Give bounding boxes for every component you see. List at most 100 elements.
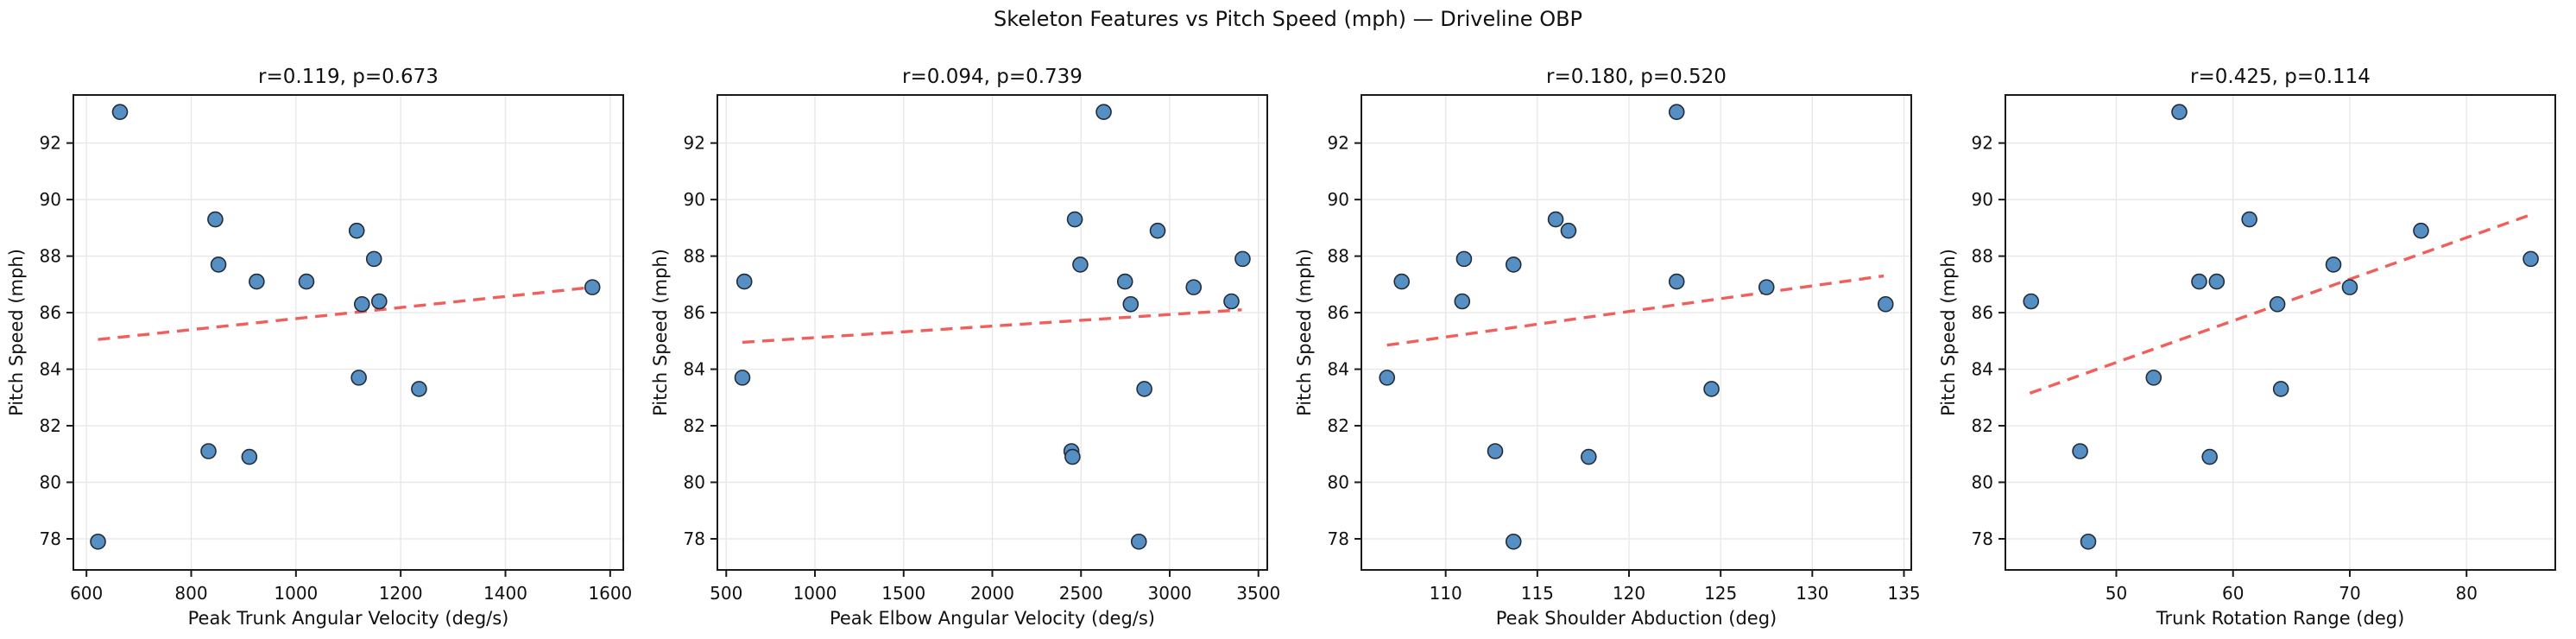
x-tick-label: 135 <box>1887 583 1920 604</box>
scatter-point <box>2072 443 2088 459</box>
scatter-point <box>1072 256 1089 273</box>
y-tick-label: 80 <box>684 472 705 493</box>
y-tick-label: 90 <box>1972 189 1993 210</box>
x-tick-label: 1000 <box>274 583 318 604</box>
subplot-1: 600 800 1000 1200 1400 1600 78 80 82 84 86 88 90 92 r=… <box>0 0 644 639</box>
scatter-point <box>353 295 370 313</box>
y-tick-label: 88 <box>40 246 61 267</box>
scatter-point <box>200 443 217 459</box>
x-tick-label: 120 <box>1613 583 1645 604</box>
trend-line <box>1386 274 1885 347</box>
scatter-point <box>1454 293 1471 310</box>
scatter-point <box>241 448 258 465</box>
y-tick-label: 86 <box>40 302 61 323</box>
y-tick-label: 92 <box>684 133 705 154</box>
x-tick-label: 1400 <box>483 583 527 604</box>
scatter-point <box>1668 104 1685 120</box>
subplot-2: 500 1000 1500 2000 2500 3000 3500 78 80 82 84 86 88 9… <box>644 0 1288 639</box>
scatter-point <box>1393 273 1411 290</box>
scatter-point <box>1877 295 1894 313</box>
scatter-point <box>1379 370 1396 386</box>
scatter-point <box>1547 211 1564 228</box>
x-tick-label: 115 <box>1521 583 1554 604</box>
x-tick-label: 1200 <box>379 583 423 604</box>
scatter-point <box>1580 448 1597 465</box>
scatter-point <box>365 250 382 268</box>
scatter-plot-trunk-angular-velocity: 600 800 1000 1200 1400 1600 78 80 82 84 86 88 90 92 r=… <box>6 66 632 629</box>
y-tick-label: 88 <box>684 246 705 267</box>
x-axis-label: Trunk Rotation Range (deg) <box>2156 608 2405 629</box>
y-tick-label: 86 <box>1972 302 1993 323</box>
scatter-point <box>350 370 367 386</box>
x-tick-label: 600 <box>70 583 103 604</box>
scatter-point <box>2269 295 2286 313</box>
y-tick-label: 82 <box>1328 415 1349 436</box>
y-tick-label: 78 <box>684 528 705 549</box>
subplot-title: r=0.119, p=0.673 <box>258 66 439 88</box>
scatter-point <box>348 222 365 239</box>
scatter-point <box>1668 273 1685 290</box>
scatter-point <box>2201 448 2218 465</box>
scatter-point <box>2241 211 2257 228</box>
x-tick-label: 1500 <box>881 583 925 604</box>
scatter-plot-shoulder-abduction: 110 115 120 125 130 135 78 80 82 84 86 88 90 92 r=0.18… <box>1294 66 1921 629</box>
y-tick-label: 88 <box>1972 246 1993 267</box>
x-tick-label: 110 <box>1430 583 1462 604</box>
y-tick-label: 88 <box>1328 246 1349 267</box>
scatter-point <box>1136 381 1152 397</box>
y-axis-label: Pitch Speed (mph) <box>650 249 671 416</box>
plot-border <box>73 94 624 571</box>
scatter-point <box>207 211 224 228</box>
scatter-point <box>1505 533 1522 550</box>
scatter-point <box>1758 279 1775 295</box>
x-tick-label: 500 <box>710 583 742 604</box>
scatter-point <box>2272 381 2289 397</box>
x-axis-label: Peak Elbow Angular Velocity (deg/s) <box>830 608 1155 629</box>
scatter-point <box>736 273 753 290</box>
x-tick-label: 3000 <box>1148 583 1192 604</box>
scatter-point <box>2171 104 2188 120</box>
y-tick-label: 84 <box>1972 359 1993 380</box>
scatter-point <box>584 279 601 295</box>
trend-line <box>742 308 1242 345</box>
x-tick-label: 800 <box>174 583 207 604</box>
subplot-title: r=0.180, p=0.520 <box>1546 66 1727 88</box>
scatter-point <box>1116 273 1133 290</box>
y-tick-label: 82 <box>684 415 705 436</box>
scatter-point <box>249 273 265 290</box>
y-tick-label: 82 <box>1972 415 1993 436</box>
y-tick-label: 86 <box>1328 302 1349 323</box>
scatter-point <box>2341 279 2358 295</box>
x-tick-label: 2000 <box>970 583 1014 604</box>
scatter-point <box>734 370 751 386</box>
x-tick-label: 2500 <box>1059 583 1103 604</box>
y-axis-label: Pitch Speed (mph) <box>1938 249 1959 416</box>
y-tick-label: 82 <box>40 415 61 436</box>
scatter-point <box>1149 222 1166 239</box>
subplot-3: 110 115 120 125 130 135 78 80 82 84 86 88 90 92 r=0.18… <box>1288 0 1932 639</box>
x-tick-label: 80 <box>2455 583 2477 604</box>
scatter-point <box>1066 211 1083 228</box>
scatter-point <box>2080 533 2097 550</box>
subplot-title: r=0.094, p=0.739 <box>902 66 1083 88</box>
scatter-point <box>1185 279 1203 295</box>
y-tick-label: 78 <box>40 528 61 549</box>
x-tick-label: 1000 <box>793 583 837 604</box>
x-tick-label: 130 <box>1796 583 1828 604</box>
x-tick-label: 3500 <box>1236 583 1280 604</box>
y-tick-label: 84 <box>684 359 705 380</box>
scatter-point <box>2145 370 2162 386</box>
scatter-point <box>2023 293 2040 310</box>
y-tick-label: 78 <box>1328 528 1349 549</box>
scatter-point <box>2191 273 2207 290</box>
x-tick-label: 70 <box>2339 583 2360 604</box>
y-tick-label: 84 <box>1328 359 1349 380</box>
y-tick-label: 80 <box>1972 472 1993 493</box>
y-tick-label: 84 <box>40 359 61 380</box>
x-tick-label: 50 <box>2106 583 2127 604</box>
x-tick-label: 60 <box>2222 583 2244 604</box>
y-tick-label: 92 <box>40 133 61 154</box>
y-tick-label: 90 <box>40 189 61 210</box>
scatter-point <box>1505 256 1522 273</box>
